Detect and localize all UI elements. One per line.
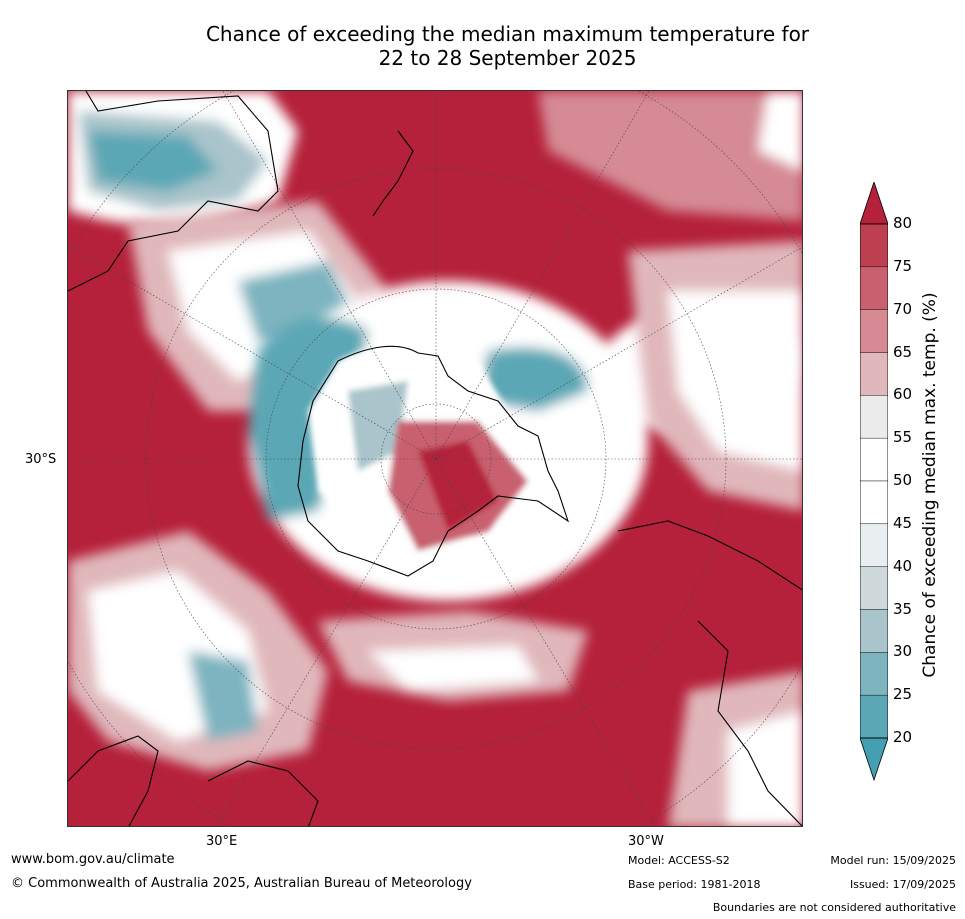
footer-base-period: Base period: 1981-2018 [628, 878, 761, 891]
cool-region-northwest [68, 91, 298, 231]
colorbar-tick-label: 65 [893, 342, 913, 361]
south-america-coast-north [617, 520, 802, 591]
map-title: Chance of exceeding the median maximum t… [150, 22, 865, 70]
mixed-band-east [628, 241, 802, 826]
mixed-band-southwest [68, 531, 328, 771]
antarctica-interior [308, 347, 538, 561]
mixed-band-northeast [538, 91, 802, 221]
colorbar-segment [860, 523, 888, 567]
map-panel[interactable] [67, 90, 803, 827]
colorbar-tick-label: 35 [893, 599, 913, 618]
colorbar-segment [860, 609, 888, 653]
colorbar-tick-label: 45 [893, 513, 913, 532]
footer-url[interactable]: www.bom.gov.au/climate [11, 852, 175, 867]
colorbar-segment [860, 480, 888, 525]
colorbar-tick-label: 50 [893, 471, 913, 489]
graticule-lines [68, 91, 802, 826]
colorbar-tick-label: 25 [893, 685, 913, 704]
lon-label-30w: 30°W [628, 834, 664, 849]
colorbar-tick-label: 40 [893, 556, 913, 575]
colorbar-tick-label: 70 [893, 299, 913, 318]
coastlines [68, 91, 802, 826]
lat-label-30s: 30°S [25, 452, 57, 467]
colorbar-segment [860, 223, 888, 268]
lon-label-30e: 30°E [206, 834, 238, 849]
colorbar-segment [860, 694, 888, 739]
footer-copyright: © Commonwealth of Australia 2025, Austra… [11, 876, 472, 891]
mixed-band-south [318, 611, 588, 701]
colorbar-tick-label: 20 [893, 728, 913, 746]
map-svg [68, 91, 802, 826]
antarctica-coast [297, 345, 570, 577]
colorbar-segment [860, 309, 888, 353]
footer-model-run: Model run: 15/09/2025 [830, 854, 956, 867]
title-line-2: 22 to 28 September 2025 [378, 46, 637, 70]
colorbar-bottom-arrow [860, 737, 888, 782]
colorbar-title: Chance of exceeding median max. temp. (%… [920, 292, 940, 678]
colorbar-tick-label: 75 [893, 256, 913, 275]
africa-coast [697, 620, 802, 826]
colorbar-tick-label: 60 [893, 385, 913, 404]
colorbar-segment [860, 266, 888, 310]
footer-model: Model: ACCESS-S2 [628, 854, 730, 867]
colorbar [860, 182, 888, 782]
colorbar-segment [860, 437, 888, 482]
colorbar-segments [860, 223, 888, 739]
colorbar-tick-label: 55 [893, 428, 913, 447]
colorbar-top-arrow [860, 182, 888, 225]
south-america-coast-south [68, 735, 159, 826]
colorbar-segment [860, 566, 888, 610]
title-line-1: Chance of exceeding the median maximum t… [205, 22, 810, 46]
colorbar-segment [860, 652, 888, 696]
australia-coast [68, 91, 279, 292]
colorbar-segment [860, 352, 888, 396]
southern-africa-coast [207, 760, 319, 826]
new-zealand-coast [372, 130, 414, 217]
mixed-band-west [128, 201, 388, 411]
colorbar-tick-label: 30 [893, 642, 913, 661]
footer-issued: Issued: 17/09/2025 [849, 878, 956, 891]
footer-disclaimer: Boundaries are not considered authoritat… [712, 901, 956, 914]
colorbar-segment [860, 395, 888, 439]
colorbar-tick-label: 80 [893, 214, 913, 232]
